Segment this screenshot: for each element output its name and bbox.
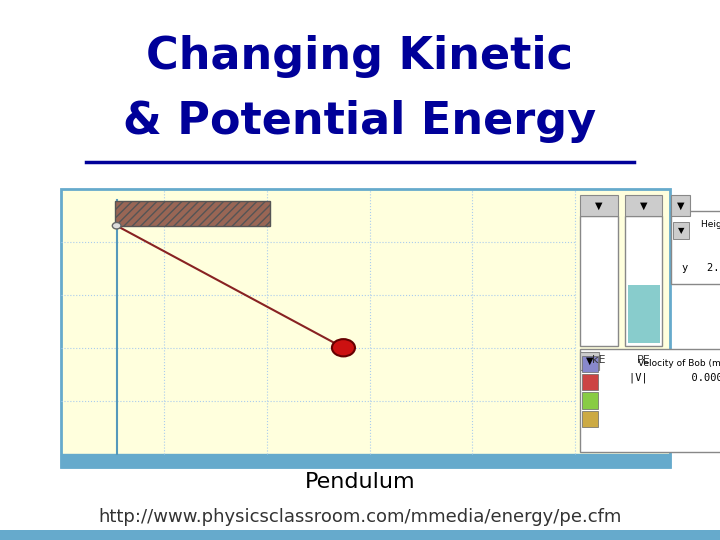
Bar [580, 195, 618, 216]
Bar [0, 530, 720, 540]
Text: ▼: ▼ [678, 226, 685, 235]
Text: |V|       0.000 m/s: |V| 0.000 m/s [629, 373, 720, 383]
Bar [625, 195, 662, 216]
Circle shape [332, 339, 355, 356]
Text: kE: kE [593, 355, 606, 366]
Text: PE: PE [636, 355, 651, 366]
Bar [61, 189, 670, 467]
Text: ▼: ▼ [640, 201, 647, 211]
Text: Changing Kinetic: Changing Kinetic [146, 35, 574, 78]
Bar [582, 393, 598, 409]
Text: Pendulum: Pendulum [305, 471, 415, 492]
Bar [582, 411, 598, 427]
Text: Velocity of Bob (m/s): Velocity of Bob (m/s) [637, 359, 720, 368]
Text: y   2.000 m: y 2.000 m [683, 264, 720, 273]
Text: http://www.physicsclassroom.com/mmedia/energy/pe.cfm: http://www.physicsclassroom.com/mmedia/e… [99, 508, 621, 526]
Bar [671, 211, 720, 284]
Text: & Potential Energy: & Potential Energy [123, 100, 597, 143]
Bar [671, 195, 690, 216]
Bar [582, 374, 598, 390]
Text: Height (m): Height (m) [701, 220, 720, 230]
Bar [61, 454, 670, 467]
Bar [580, 352, 599, 370]
Text: ▼: ▼ [595, 201, 603, 211]
Bar [580, 349, 720, 452]
Text: ▼: ▼ [677, 201, 684, 211]
Bar [673, 222, 689, 239]
Bar [625, 216, 662, 346]
Bar [115, 201, 270, 226]
Bar [582, 356, 598, 372]
Bar [580, 216, 618, 346]
Text: ▼: ▼ [586, 356, 593, 366]
Bar [628, 285, 660, 343]
Circle shape [112, 222, 121, 229]
